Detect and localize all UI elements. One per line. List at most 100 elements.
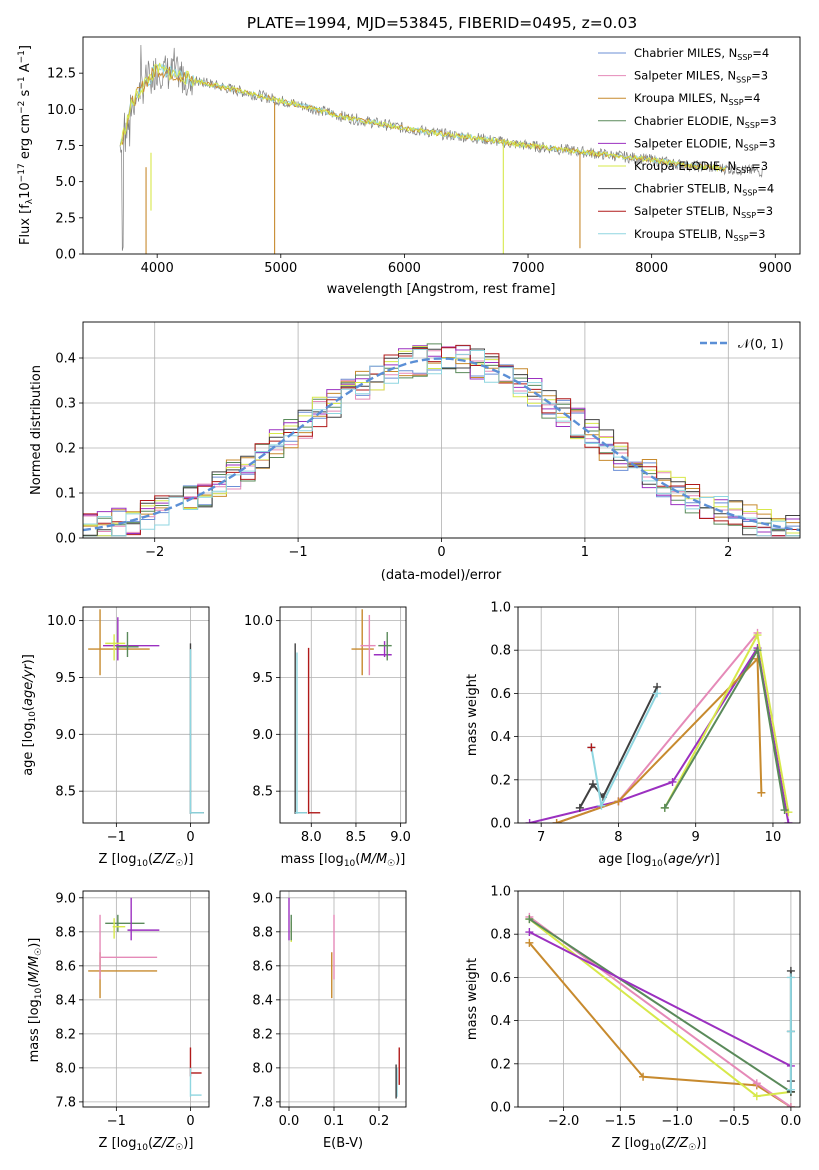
- panel-y-label-part: mass [log: [27, 999, 42, 1062]
- mass-weight-marker: [753, 646, 762, 655]
- mass-weight-marker: [525, 938, 534, 947]
- panel-x-label-part: (: [661, 1136, 666, 1151]
- x-tick-label: 2: [724, 545, 732, 560]
- panel-x-label-part: ☉: [387, 859, 395, 869]
- mass-weight-marker: [660, 803, 669, 812]
- x-tick-label: 7: [537, 830, 545, 845]
- mass-weight-marker: [639, 1072, 648, 1081]
- x-tick-label: 9: [692, 830, 700, 845]
- legend-entry: Salpeter MILES, NSSP=3: [634, 69, 768, 85]
- errorbar-plot: [288, 897, 400, 1099]
- panel-x-label: Z [log10(Z/Z☉)]: [612, 1136, 707, 1153]
- y-tick-label: 10.0: [47, 103, 76, 118]
- axes-frame: [82, 36, 801, 255]
- panel-x-label: Z [log10(Z/Z☉)]: [99, 1136, 194, 1153]
- legend-entry-part: Chabrier MILES, N: [634, 46, 737, 60]
- spectrum-plot: [119, 44, 763, 254]
- mass-weight-line: [528, 942, 792, 1107]
- x-tick-label: 0.2: [369, 1114, 390, 1129]
- x-tick-label: −2: [145, 545, 164, 560]
- y-tick-label: 0.8: [490, 644, 511, 659]
- panel-y-label-part: age/yr: [21, 663, 36, 706]
- y-tick-label: 8.8: [252, 925, 273, 940]
- panel-y-label: mass [log10(M/M☉)]: [27, 938, 44, 1063]
- axes-frame: [82, 606, 210, 824]
- panel-y-label-part: 10: [28, 711, 38, 723]
- panel-y-label-part: 10: [34, 987, 44, 999]
- mass-weight-marker: [786, 1027, 795, 1036]
- legend-entry-part: Kroupa ELODIE, N: [634, 159, 736, 173]
- y-tick-label: 0.3: [55, 397, 76, 412]
- mass-weight-marker: [752, 1079, 761, 1088]
- x-tick-label: −1: [107, 830, 126, 845]
- legend-entry: Salpeter STELIB, NSSP=3: [634, 204, 773, 220]
- axes-frame: [279, 606, 407, 824]
- panel-x-label-part: 10: [136, 1143, 148, 1153]
- x-tick-label: 0.1: [324, 1114, 345, 1129]
- legend-entry-part: Salpeter STELIB, N: [634, 204, 741, 218]
- histogram-x-label: (data-model)/error: [381, 568, 502, 583]
- spectrum-y-label-part: −1: [17, 50, 27, 63]
- errorbar-plot: [294, 609, 392, 814]
- legend-entry-part: SSP: [745, 121, 760, 130]
- spectrum-y-label-part: λ: [25, 198, 35, 204]
- x-tick-label: 0.0: [279, 1114, 300, 1129]
- panel-x-label-part: Z/Z: [665, 1136, 689, 1151]
- panel-x-label-part: 10: [136, 859, 148, 869]
- mass-weight-line: [590, 692, 658, 809]
- spectrum-y-label-part: −1: [17, 76, 27, 89]
- panel-x-label-part: )]: [696, 1136, 706, 1151]
- panel-x-label-part: )]: [395, 852, 405, 867]
- panel-x-label: Z [log10(Z/Z☉)]: [99, 852, 194, 869]
- y-tick-label: 0.2: [490, 773, 511, 788]
- mass-weight-marker: [597, 801, 606, 810]
- mass-weight-marker: [525, 819, 534, 823]
- y-tick-label: 0.4: [55, 352, 76, 367]
- legend-entry-part: SSP: [737, 53, 752, 62]
- mass-weight-marker: [575, 803, 584, 812]
- panel-x-label-part: 10: [651, 859, 663, 869]
- legend-entry-part: Kroupa STELIB, N: [634, 227, 734, 241]
- gaussian-legend-entry: 𝒩(0, 1): [738, 336, 784, 351]
- y-tick-label: 9.5: [252, 671, 273, 686]
- spectrum-y-label-part: ]: [18, 45, 33, 50]
- histogram-step-line: [83, 349, 800, 537]
- legend-entry-part: Kroupa MILES, N: [634, 91, 729, 105]
- spectrum-y-label-part: −2: [17, 101, 27, 114]
- panel-y-label-part: )]: [27, 938, 42, 948]
- legend-entry-part: Salpeter MILES, N: [634, 69, 736, 83]
- x-tick-label: −1: [107, 1114, 126, 1129]
- spectrum-x-label: wavelength [Angstrom, rest frame]: [327, 282, 556, 297]
- panel-x-label-part: E(B-V): [323, 1136, 363, 1151]
- mass-weight-marker: [588, 780, 597, 789]
- panel-x-label-part: (: [148, 1136, 153, 1151]
- y-tick-label: 8.6: [252, 959, 273, 974]
- y-tick-label: 7.5: [55, 139, 76, 154]
- legend-entry-part: Chabrier ELODIE, N: [634, 114, 745, 128]
- x-tick-label: 10: [765, 830, 782, 845]
- mass-weight-marker: [757, 788, 766, 797]
- y-tick-label: 0.0: [490, 1101, 511, 1116]
- panel-y-label-part: (: [27, 983, 42, 988]
- panel-x-label: age [log10(age/yr)]: [598, 852, 720, 869]
- spectrum-y-label: Flux [fλ10−17 erg cm−2 s−1 A−1]: [17, 45, 35, 245]
- x-tick-label: −1.5: [605, 1114, 637, 1129]
- y-tick-label: 5.0: [55, 175, 76, 190]
- x-tick-label: 8000: [635, 261, 668, 276]
- y-tick-label: 7.8: [55, 1095, 76, 1110]
- x-tick-label: 8.5: [346, 830, 367, 845]
- y-tick-label: 8.2: [252, 1027, 273, 1042]
- legend-entry-part: =3: [760, 114, 777, 128]
- y-tick-label: 0.2: [55, 442, 76, 457]
- axes-frame: [517, 890, 801, 1108]
- panel-x-label-part: 10: [649, 1143, 661, 1153]
- panel-x-label-part: (: [355, 852, 360, 867]
- figure-title: PLATE=1994, MJD=53845, FIBERID=0495, z=0…: [247, 14, 637, 32]
- y-tick-label: 2.5: [55, 211, 76, 226]
- mass-weight-marker: [780, 806, 789, 815]
- legend-entry-part: =3: [751, 69, 768, 83]
- mass-weight-marker: [552, 819, 561, 823]
- x-tick-label: 6000: [388, 261, 421, 276]
- mass-weight-marker: [525, 928, 534, 937]
